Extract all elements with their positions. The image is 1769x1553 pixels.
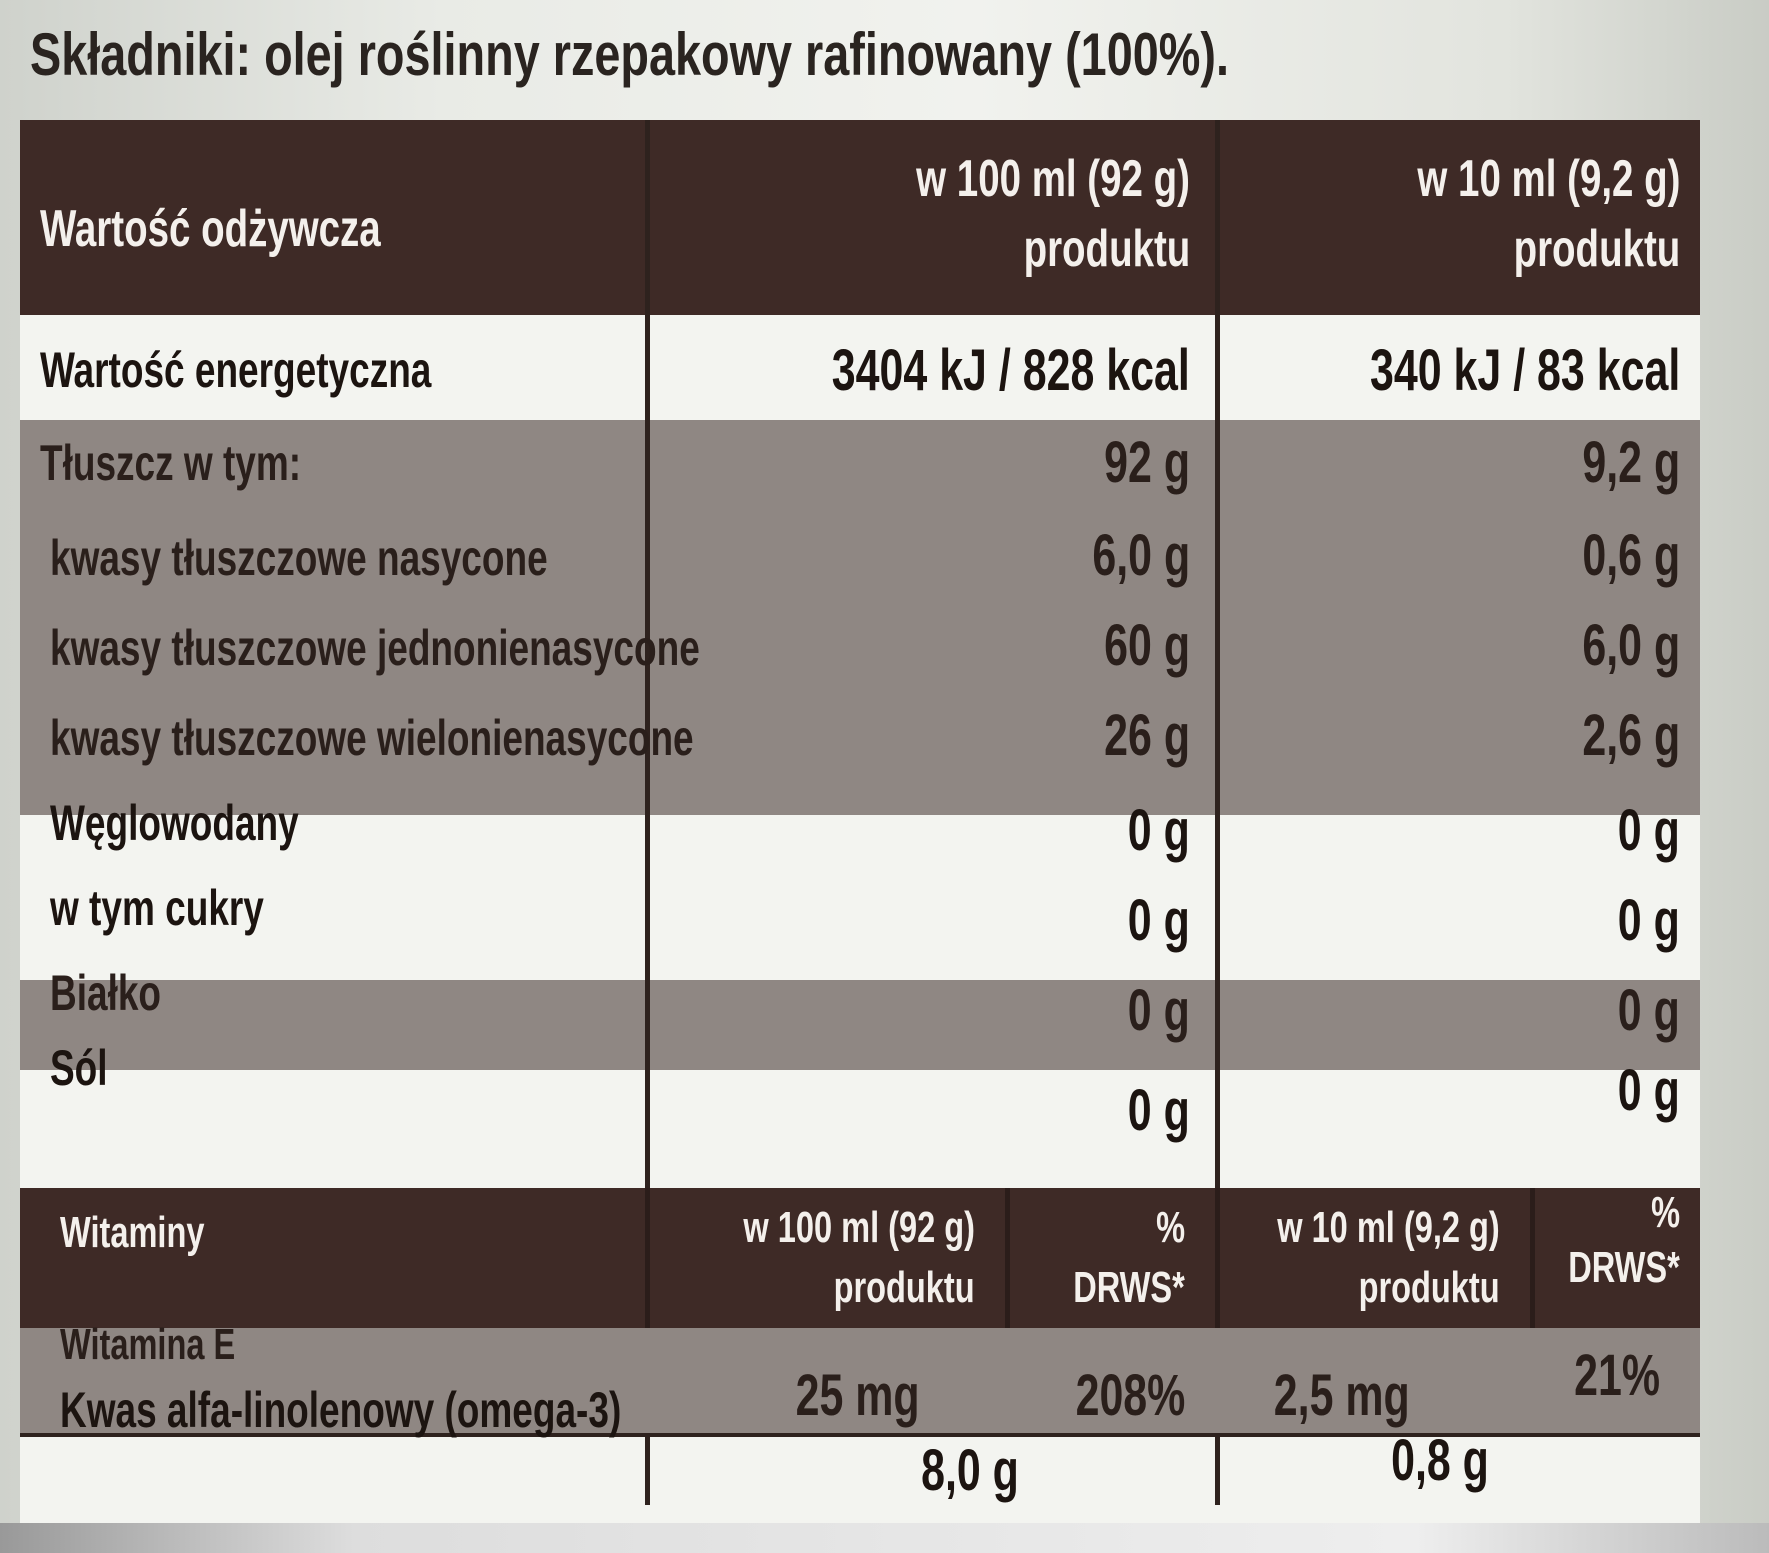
- row-sugars-v10: 0 g: [1617, 888, 1680, 953]
- row-band-protein: [20, 980, 1700, 1070]
- vit-col4-line1: %: [1651, 1188, 1680, 1237]
- row-sugars-name: w tym cukry: [50, 880, 264, 936]
- omega-name: Kwas alfa-linolenowy (omega-3): [60, 1382, 622, 1438]
- vit-divider-3: [1215, 1188, 1220, 1388]
- row-protein-v10: 0 g: [1617, 978, 1680, 1043]
- row-band-salt: [20, 1070, 1700, 1190]
- vit-col2-line2: DRWS*: [1073, 1263, 1185, 1312]
- row-energy-name: Wartość energetyczna: [40, 342, 432, 398]
- vit-col1-line1: w 100 ml (92 g): [743, 1203, 975, 1252]
- footer-edge: [0, 1523, 1769, 1553]
- row-saturated-v10: 0,6 g: [1582, 523, 1680, 588]
- nutrition-table: Wartość odżywcza w 100 ml (92 g) produkt…: [20, 120, 1700, 1524]
- vitamins-header: [20, 1188, 1700, 1328]
- vitamin-e-row: [20, 1328, 1700, 1433]
- row-salt-v10: 0 g: [1617, 1058, 1680, 1123]
- row-salt-name: Sól: [50, 1040, 108, 1096]
- omega-divider-1: [645, 1435, 650, 1505]
- header-label: Wartość odżywcza: [40, 200, 381, 258]
- vit-col3-line1: w 10 ml (9,2 g): [1277, 1203, 1500, 1252]
- row-energy-v100: 3404 kJ / 828 kcal: [832, 338, 1190, 403]
- vitamin-e-p100: 208%: [1075, 1363, 1185, 1428]
- row-poly-name: kwasy tłuszczowe wielonienasycone: [50, 710, 694, 766]
- vit-divider-1: [645, 1188, 650, 1388]
- row-carbs-v100: 0 g: [1127, 798, 1190, 863]
- row-band-fat: [20, 420, 1700, 815]
- vitamin-e-v100: 25 mg: [795, 1363, 920, 1428]
- omega-row: [20, 1433, 1700, 1524]
- column-divider-1: [645, 120, 650, 1188]
- vit-col2-line1: %: [1156, 1203, 1185, 1252]
- row-protein-v100: 0 g: [1127, 978, 1190, 1043]
- row-saturated-name: kwasy tłuszczowe nasycone: [50, 530, 548, 586]
- vit-col3-line2: produktu: [1358, 1263, 1500, 1312]
- header-col2-line1: w 10 ml (9,2 g): [1416, 150, 1680, 208]
- vit-col1-line2: produktu: [833, 1263, 975, 1312]
- header-col1-line2: produktu: [1023, 220, 1190, 278]
- omega-divider-2: [1215, 1435, 1220, 1505]
- vitamin-e-p10: 21%: [1574, 1343, 1660, 1408]
- row-mono-v100: 60 g: [1104, 613, 1190, 678]
- vit-col4-line2: DRWS*: [1568, 1243, 1680, 1292]
- vitamins-label: Witaminy: [60, 1208, 205, 1257]
- row-carbs-name: Węglowodany: [50, 795, 299, 851]
- row-fat-v100: 92 g: [1104, 430, 1190, 495]
- row-energy-v10: 340 kJ / 83 kcal: [1369, 338, 1680, 403]
- vit-divider-4: [1530, 1188, 1535, 1388]
- column-divider-2: [1215, 120, 1220, 1188]
- row-saturated-v100: 6,0 g: [1092, 523, 1190, 588]
- vitamin-e-v10: 2,5 mg: [1274, 1363, 1410, 1428]
- row-sugars-v100: 0 g: [1127, 888, 1190, 953]
- row-band-energy: [20, 315, 1700, 425]
- omega-v100: 8,0 g: [921, 1438, 1019, 1503]
- vit-divider-2: [1005, 1188, 1010, 1388]
- header-col2-line2: produktu: [1513, 220, 1680, 278]
- row-poly-v10: 2,6 g: [1582, 703, 1680, 768]
- row-fat-name: Tłuszcz w tym:: [40, 435, 302, 491]
- table-header: [20, 120, 1700, 315]
- header-col1-line1: w 100 ml (92 g): [916, 150, 1190, 208]
- vitamin-e-name: Witamina E: [60, 1320, 236, 1369]
- row-carbs-v10: 0 g: [1617, 798, 1680, 863]
- row-band-carbs: [20, 815, 1700, 985]
- row-fat-v10: 9,2 g: [1582, 430, 1680, 495]
- omega-v10: 0,8 g: [1391, 1428, 1489, 1493]
- ingredients-text: Składniki: olej roślinny rzepakowy rafin…: [30, 21, 1229, 88]
- row-protein-name: Białko: [50, 965, 162, 1021]
- row-poly-v100: 26 g: [1104, 703, 1190, 768]
- row-mono-v10: 6,0 g: [1582, 613, 1680, 678]
- row-salt-v100: 0 g: [1127, 1078, 1190, 1143]
- row-mono-name: kwasy tłuszczowe jednonienasycone: [50, 620, 700, 676]
